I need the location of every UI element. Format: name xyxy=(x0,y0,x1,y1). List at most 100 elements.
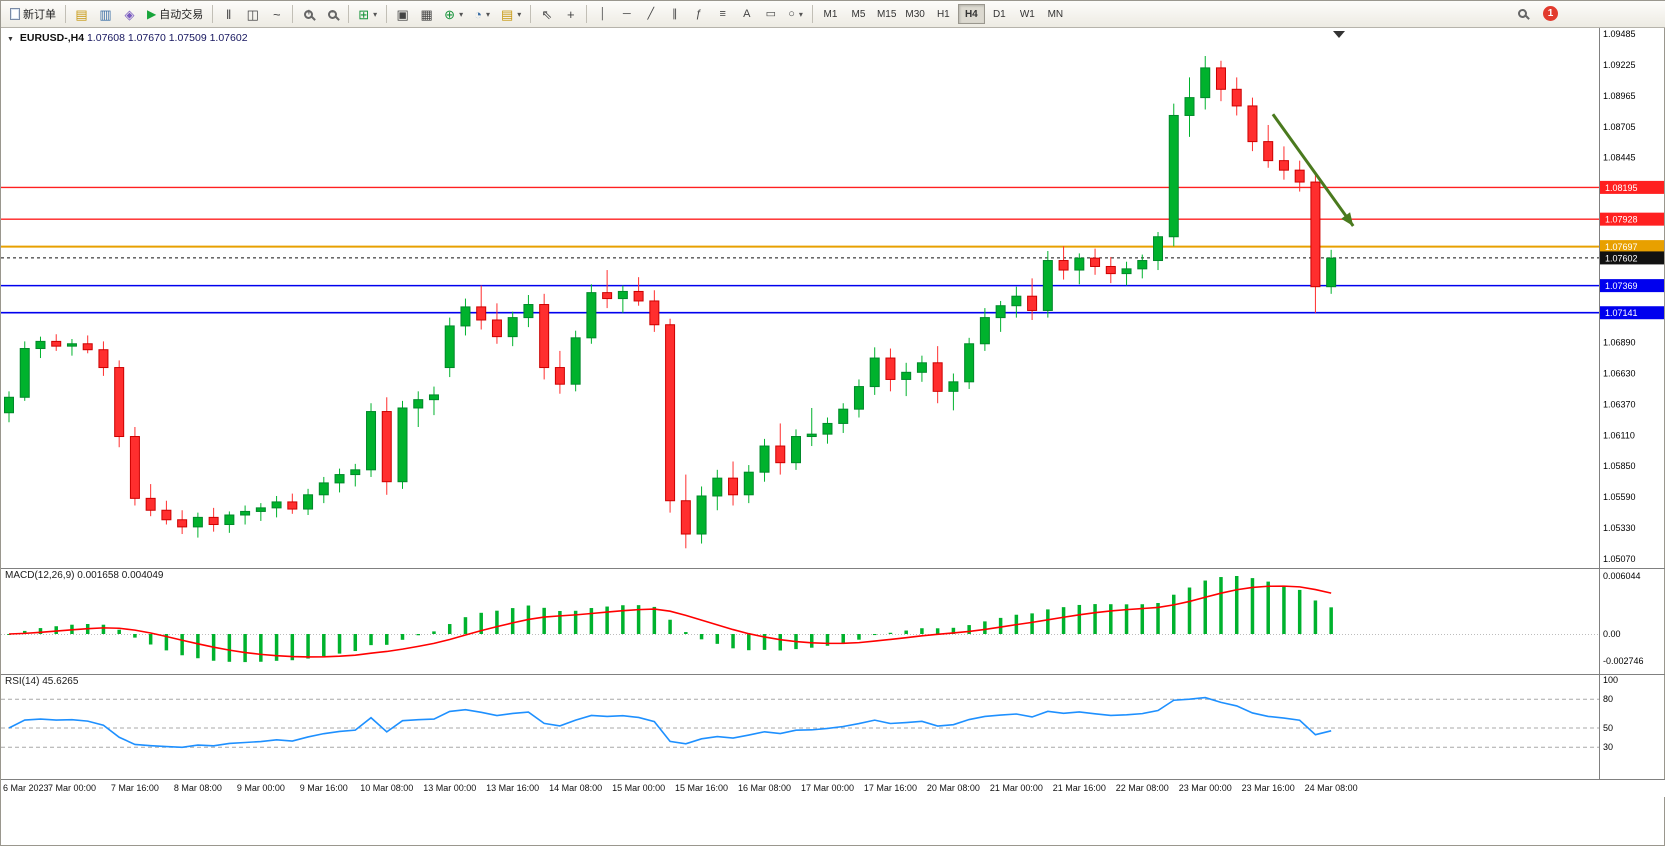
tf-w1-button[interactable]: W1 xyxy=(1014,4,1041,24)
candle xyxy=(1058,246,1069,280)
indicators-button[interactable]: ⊕ ▾ xyxy=(439,3,468,25)
data-window-button[interactable]: ▥ xyxy=(94,3,117,25)
chart-title: ▼ EURUSD-,H4 1.07608 1.07670 1.07509 1.0… xyxy=(7,32,248,44)
candlestick-chart-button[interactable]: ◫ xyxy=(241,3,264,25)
line-chart-button[interactable]: ~ xyxy=(265,3,288,25)
time-axis-label: 21 Mar 00:00 xyxy=(989,783,1043,793)
candle xyxy=(901,362,912,397)
candle xyxy=(51,334,62,351)
periods-button[interactable]: ◔ ▾ xyxy=(469,3,495,25)
chart-menu-icon[interactable]: ▼ xyxy=(7,36,14,43)
channel-icon: ∥ xyxy=(672,7,678,20)
time-axis-label: 17 Mar 16:00 xyxy=(863,783,917,793)
time-axis-label: 7 Mar 16:00 xyxy=(110,783,159,793)
price-axis-label: 1.06370 xyxy=(1603,399,1636,409)
rsi-label: RSI(14) xyxy=(5,676,40,687)
macd-label: MACD(12,26,9) xyxy=(5,570,75,581)
trend-arrow-annotation[interactable] xyxy=(1271,113,1355,227)
main-chart-canvas[interactable]: 1.09485 1.09225 1.08965 1.08705 1.08445 1.068… xyxy=(1,28,1665,568)
macd-panel-canvas[interactable]: 0.006044 0.00 -0.002746 xyxy=(1,568,1665,674)
candle xyxy=(1153,231,1164,271)
time-axis-label: 8 Mar 08:00 xyxy=(173,783,222,793)
search-icon[interactable] xyxy=(1518,9,1527,18)
tf-h1-button[interactable]: H1 xyxy=(930,4,957,24)
candle xyxy=(460,298,471,336)
zoom-in-button[interactable]: + xyxy=(297,3,320,25)
candle xyxy=(806,407,817,447)
candle xyxy=(995,300,1006,332)
bar-chart-button[interactable]: ‖ xyxy=(217,3,240,25)
templates-button[interactable]: ▤ ▾ xyxy=(496,3,526,25)
text-tool-button[interactable]: A xyxy=(735,3,758,25)
time-axis[interactable]: 6 Mar 2023 7 Mar 00:00 7 Mar 16:00 8 Mar 08… xyxy=(1,779,1665,797)
tf-m15-button[interactable]: M15 xyxy=(873,4,900,24)
tf-m30-button[interactable]: M30 xyxy=(901,4,928,24)
lines-set-button[interactable]: ≡ xyxy=(711,3,734,25)
new-chart-icon: ⊞ xyxy=(358,6,370,22)
scroll-marker[interactable] xyxy=(1333,31,1345,38)
new-order-label: 新订单 xyxy=(23,9,56,21)
candle xyxy=(428,386,439,416)
crosshair-button[interactable]: + xyxy=(559,3,582,25)
tf-m1-button[interactable]: M1 xyxy=(817,4,844,24)
candle xyxy=(649,290,660,332)
candle xyxy=(303,488,314,516)
candle xyxy=(208,507,219,532)
time-axis-label: 23 Mar 16:00 xyxy=(1241,783,1295,793)
cursor-button[interactable]: ⇖ xyxy=(535,3,558,25)
candle xyxy=(161,500,172,525)
market-watch-button[interactable]: ▤ xyxy=(70,3,93,25)
notification-badge[interactable]: 1 xyxy=(1543,6,1558,21)
vertical-line-icon: │ xyxy=(599,7,607,20)
candle xyxy=(838,403,849,433)
new-order-button[interactable]: 新订单 xyxy=(5,3,61,25)
horizontal-line-tool-button[interactable]: ─ xyxy=(615,3,638,25)
label-tool-button[interactable]: ▭ xyxy=(759,3,782,25)
new-chart-button[interactable]: ⊞ ▾ xyxy=(353,3,382,25)
toolbar-separator xyxy=(212,5,214,23)
candle xyxy=(444,317,455,378)
candle xyxy=(1278,146,1289,180)
tile-windows-button[interactable]: ▦ xyxy=(415,3,438,25)
zoom-out-button[interactable]: − xyxy=(321,3,344,25)
rsi-header: RSI(14) 45.6265 xyxy=(5,676,79,687)
candle xyxy=(507,311,518,347)
tf-m5-button[interactable]: M5 xyxy=(845,4,872,24)
candle xyxy=(728,461,739,506)
candle xyxy=(1326,249,1337,294)
price-level-badge-label: 1.07369 xyxy=(1605,281,1638,291)
templates-icon: ▤ xyxy=(500,6,514,22)
macd-signal-line xyxy=(8,585,1332,658)
candle xyxy=(318,476,329,504)
candle xyxy=(696,486,707,544)
navigator-button[interactable]: ◈ xyxy=(118,3,141,25)
toolbar: 新订单 ▤ ▥ ◈ ▶ 自动交易 ‖ ◫ ~ + − ⊞ ▾ ▣ ▦ ⊕ ▾ ◔ ▾ … xyxy=(1,1,1665,28)
tf-h4-button[interactable]: H4 xyxy=(957,4,985,24)
price-axis-label: 1.09485 xyxy=(1603,29,1636,39)
candle xyxy=(476,285,487,330)
channel-tool-button[interactable]: ∥ xyxy=(663,3,686,25)
cascade-windows-button[interactable]: ▣ xyxy=(391,3,414,25)
autotrading-play-icon: ▶ xyxy=(147,7,157,21)
candle xyxy=(397,400,408,489)
candle xyxy=(1168,103,1179,247)
candle xyxy=(1121,261,1132,286)
candle xyxy=(334,468,345,493)
lines-set-icon: ≡ xyxy=(719,7,726,20)
time-axis-label: 9 Mar 16:00 xyxy=(299,783,348,793)
trendline-tool-button[interactable]: ╱ xyxy=(639,3,662,25)
toolbar-separator xyxy=(530,5,532,23)
tf-mn-button[interactable]: MN xyxy=(1042,4,1069,24)
chevron-down-icon: ▾ xyxy=(798,9,803,19)
fibonacci-tool-button[interactable]: ƒ xyxy=(687,3,710,25)
candle xyxy=(1011,286,1022,318)
autotrading-button[interactable]: ▶ 自动交易 xyxy=(142,3,208,25)
chevron-down-icon: ▾ xyxy=(459,9,464,19)
shapes-tool-button[interactable]: ○ ▾ xyxy=(783,3,808,25)
time-axis-label: 9 Mar 00:00 xyxy=(236,783,285,793)
candle xyxy=(255,503,266,521)
tf-d1-button[interactable]: D1 xyxy=(986,4,1013,24)
rsi-panel-canvas[interactable]: 100 80 50 30 xyxy=(1,674,1665,779)
rsi-axis-label: 50 xyxy=(1603,723,1613,733)
vertical-line-tool-button[interactable]: │ xyxy=(591,3,614,25)
